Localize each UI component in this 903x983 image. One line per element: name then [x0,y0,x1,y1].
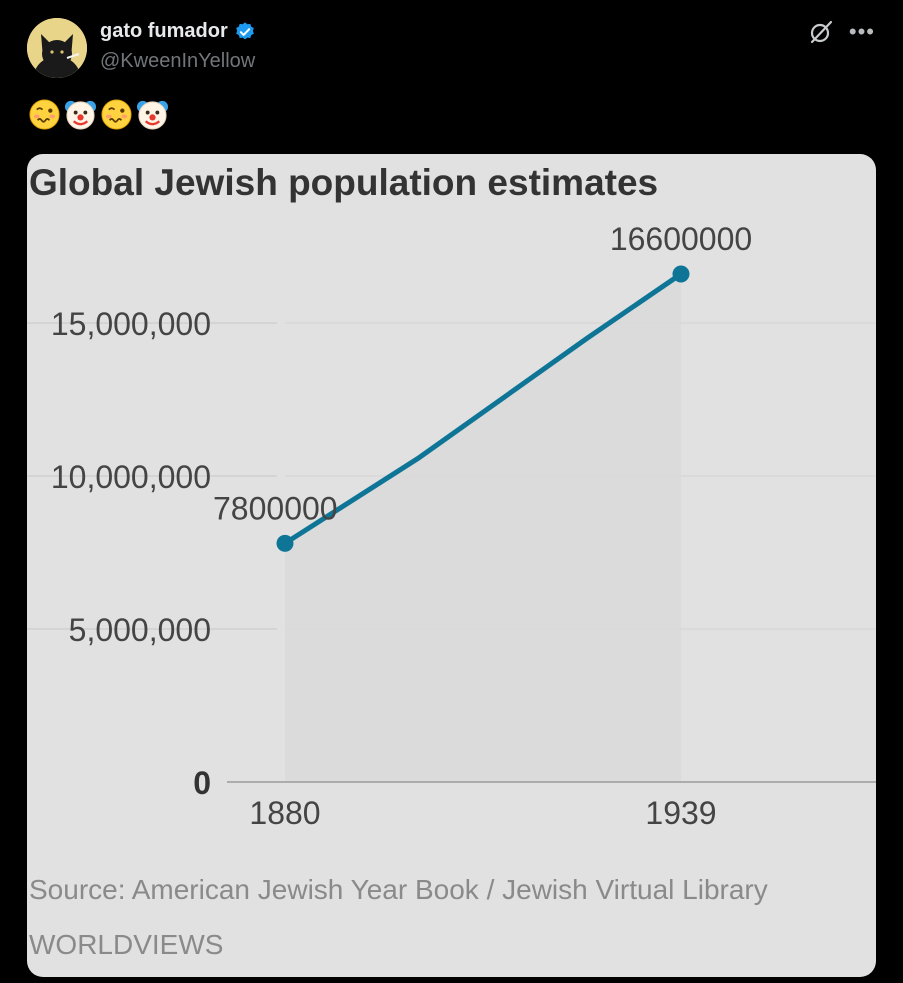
author-handle[interactable]: @KweenInYellow [100,50,256,72]
avatar[interactable] [27,18,87,78]
x-tick-label: 1939 [645,795,716,831]
more-options-icon[interactable]: ••• [848,19,875,44]
data-point-marker [672,265,690,283]
data-point-label: 7800000 [213,490,338,526]
verified-badge-icon [235,21,254,39]
chart-source: Source: American Jewish Year Book / Jewi… [29,874,768,905]
y-tick-label: 5,000,000 [69,612,211,648]
x-tick-label: 1880 [249,795,320,831]
series-line [282,271,684,546]
woozy-face-icon [29,99,60,130]
y-tick-label: 0 [193,765,211,801]
line-chart: Global Jewish population estimates 78000… [27,162,876,960]
woozy-face-icon [101,99,132,130]
data-point-label: 16600000 [610,221,752,257]
cat-avatar-icon [27,18,87,78]
author-name-row[interactable]: gato fumador [100,20,256,43]
chart-title: Global Jewish population estimates [29,162,658,203]
chart-credit: WORLDVIEWS [29,929,223,960]
grok-icon[interactable] [807,18,835,46]
tweet-text [28,98,169,131]
chart-image-card[interactable]: Global Jewish population estimates 78000… [27,154,876,977]
y-tick-label: 15,000,000 [51,306,211,342]
area-fill [285,274,681,782]
data-point-marker [276,534,294,552]
clown-face-icon [136,100,169,130]
clown-face-icon [64,100,97,130]
display-name[interactable]: gato fumador [100,20,228,42]
y-tick-label: 10,000,000 [51,459,211,495]
